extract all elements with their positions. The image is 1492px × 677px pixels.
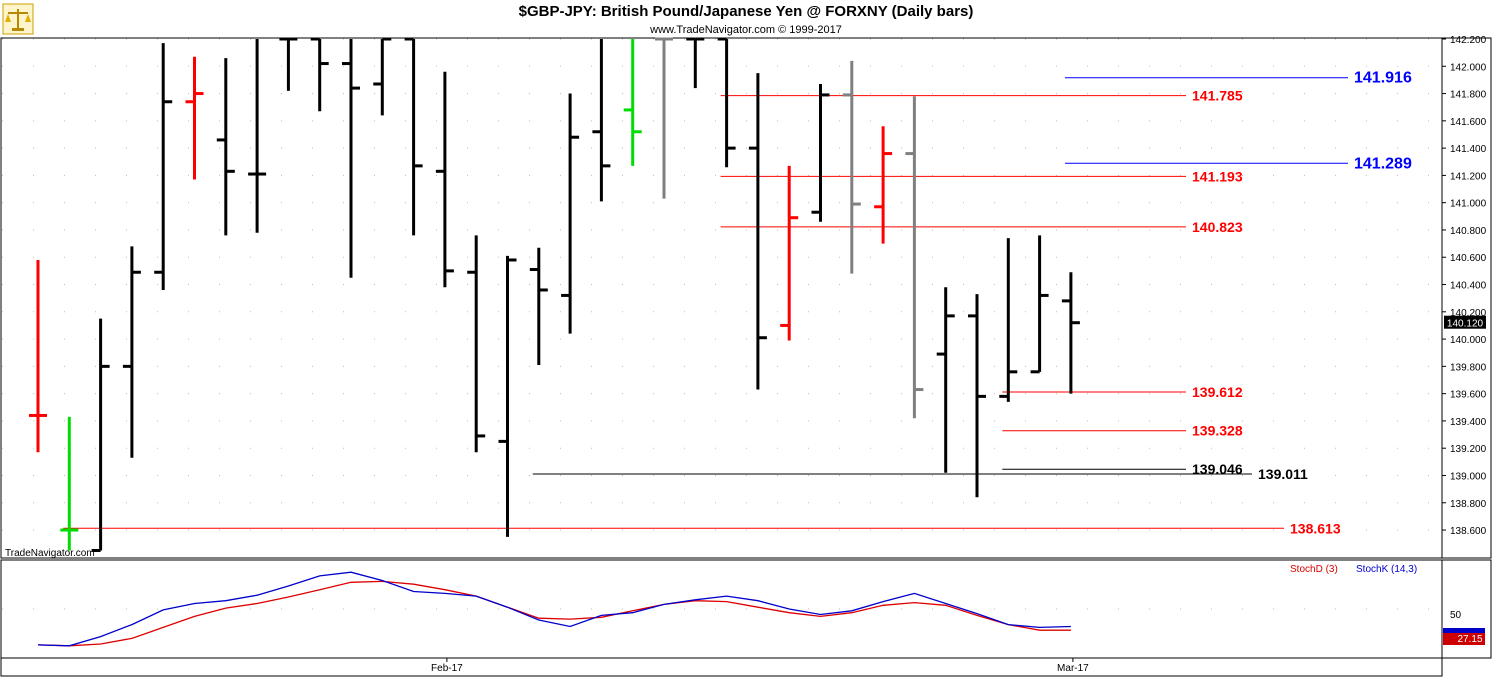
- ohlc-bar[interactable]: [342, 39, 360, 278]
- stochastic-last-box-blue: [1443, 628, 1485, 633]
- date-tick-label: Feb-17: [431, 663, 463, 674]
- last-price-badge: 140.120: [1444, 315, 1486, 330]
- ohlc-bar[interactable]: [279, 37, 298, 91]
- ohlc-bar[interactable]: [623, 39, 642, 166]
- ohlc-bar[interactable]: [842, 60, 861, 274]
- price-axis-frame: [1441, 37, 1492, 559]
- ohlc-bar[interactable]: [999, 238, 1018, 402]
- stoch-k-line[interactable]: [37, 571, 1071, 647]
- price-axis: 142.200 142.000 141.800 141.600 141.400 141.2…: [1441, 35, 1492, 559]
- level-label: 139.046: [1192, 461, 1243, 477]
- level-label: 139.011: [1258, 466, 1308, 482]
- price-tick-label: 138.600: [1450, 526, 1487, 537]
- price-tick-label: 141.400: [1450, 144, 1487, 155]
- price-tick-label: 141.000: [1450, 199, 1487, 210]
- copyright-text: www.TradeNavigator.com © 1999-2017: [649, 24, 842, 36]
- ohlc-bar[interactable]: [748, 73, 767, 390]
- header: $GBP-JPY: British Pound/Japanese Yen @ F…: [519, 3, 974, 36]
- level-label: 140.823: [1192, 219, 1243, 235]
- ohlc-bar[interactable]: [561, 93, 580, 334]
- ohlc-bar[interactable]: [373, 37, 392, 116]
- ohlc-bar[interactable]: [780, 165, 799, 341]
- date-axis: Feb-17 Mar-17: [0, 657, 1443, 677]
- price-tick-label: 139.800: [1450, 362, 1487, 373]
- price-tick-label: 139.600: [1450, 390, 1487, 401]
- level-label: 141.289: [1354, 155, 1412, 172]
- ohlc-bar[interactable]: [655, 37, 673, 199]
- legend-stoch-k: StochK (14,3): [1356, 564, 1417, 575]
- ohlc-bar[interactable]: [467, 235, 486, 453]
- scales-icon: [2, 3, 34, 35]
- price-tick-label: 140.400: [1450, 281, 1487, 292]
- price-tick-label: 141.800: [1450, 90, 1487, 101]
- ohlc-bar[interactable]: [498, 255, 517, 537]
- ohlc-bar[interactable]: [216, 58, 235, 236]
- ohlc-bar[interactable]: [404, 37, 423, 236]
- price-tick-label: 139.000: [1450, 471, 1487, 482]
- level-label: 138.613: [1290, 520, 1341, 536]
- stochastic-lines[interactable]: [37, 571, 1071, 647]
- last-price-box: [1444, 315, 1486, 329]
- ohlc-bar[interactable]: [29, 259, 47, 453]
- price-tick-label: 138.800: [1450, 499, 1487, 510]
- level-labels: 141.916 141.289 141.785 141.193 140.823 139.6…: [1192, 70, 1412, 537]
- ohlc-bar[interactable]: [1061, 272, 1080, 394]
- ohlc-bar[interactable]: [185, 56, 204, 180]
- price-tick-label: 140.800: [1450, 226, 1487, 237]
- price-tick-label: 140.600: [1450, 253, 1487, 264]
- ohlc-bar[interactable]: [874, 126, 893, 244]
- last-price-label: 140.120: [1447, 319, 1484, 330]
- ohlc-bar[interactable]: [811, 84, 830, 222]
- price-tick-label: 141.200: [1450, 171, 1487, 182]
- price-tick-label: 140.000: [1450, 335, 1487, 346]
- ohlc-bar[interactable]: [936, 287, 955, 473]
- watermark: TradeNavigator.com: [5, 548, 95, 559]
- stoch-d-line[interactable]: [37, 580, 1071, 647]
- ohlc-bar[interactable]: [529, 247, 548, 365]
- ohlc-bar[interactable]: [686, 37, 705, 89]
- level-label: 139.612: [1192, 384, 1243, 400]
- date-axis-frame: [0, 657, 1443, 677]
- date-tick-label: Mar-17: [1057, 663, 1089, 674]
- ohlc-bars[interactable]: [29, 37, 1080, 552]
- level-label: 141.193: [1192, 168, 1243, 184]
- price-tick-label: 142.200: [1450, 35, 1487, 46]
- stochastic-axis: 50 27.15: [1441, 559, 1492, 659]
- price-tick-label: 142.000: [1450, 62, 1487, 73]
- ohlc-bar[interactable]: [1030, 235, 1049, 374]
- price-tick-label: 140.200: [1450, 308, 1487, 319]
- stochastic-last-label: 27.15: [1457, 634, 1482, 645]
- ohlc-bar[interactable]: [968, 294, 986, 498]
- ohlc-bar[interactable]: [905, 96, 924, 419]
- level-lines: [63, 77, 1348, 529]
- stochastic-last-box: [1443, 632, 1485, 645]
- ohlc-bar[interactable]: [435, 71, 454, 288]
- ohlc-bar[interactable]: [91, 318, 110, 552]
- ohlc-bar[interactable]: [717, 37, 736, 168]
- ohlc-bar[interactable]: [122, 246, 141, 458]
- legend-stoch-d: StochD (3): [1290, 564, 1338, 575]
- price-tick-label: 139.200: [1450, 444, 1487, 455]
- level-label: 141.785: [1192, 88, 1243, 104]
- price-tick-label: 139.400: [1450, 417, 1487, 428]
- level-label: 141.916: [1354, 70, 1412, 87]
- level-label: 139.328: [1192, 423, 1243, 439]
- ohlc-bar[interactable]: [310, 37, 329, 112]
- ohlc-bar[interactable]: [248, 39, 267, 233]
- price-tick-label: 141.600: [1450, 117, 1487, 128]
- ohlc-bar[interactable]: [60, 416, 79, 551]
- chart-title: $GBP-JPY: British Pound/Japanese Yen @ F…: [519, 3, 974, 20]
- ohlc-bar[interactable]: [154, 43, 173, 290]
- stochastic-tick-50: 50: [1450, 610, 1462, 621]
- ohlc-bar[interactable]: [592, 39, 611, 202]
